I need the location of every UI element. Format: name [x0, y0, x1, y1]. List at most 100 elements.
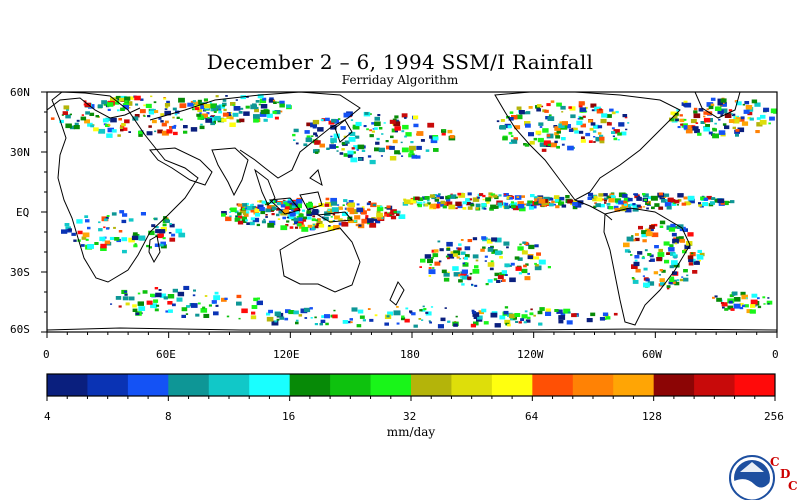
rainfall-cell [276, 213, 280, 217]
rainfall-cell [263, 109, 270, 115]
rainfall-cell [241, 216, 247, 220]
rainfall-cell [279, 110, 283, 113]
rainfall-cell [501, 270, 507, 274]
rainfall-cell [398, 214, 406, 219]
rainfall-cell [386, 145, 392, 150]
rainfall-cell [471, 311, 477, 314]
rainfall-cell [210, 109, 213, 111]
rainfall-cell [503, 241, 510, 246]
rainfall-cell [217, 117, 225, 123]
rainfall-cell [638, 225, 643, 230]
rainfall-cell [700, 121, 705, 124]
rainfall-cell [401, 113, 408, 118]
rainfall-cell [258, 103, 261, 106]
rainfall-cell [730, 308, 735, 311]
rainfall-cell [519, 206, 526, 212]
rainfall-cell [330, 135, 333, 138]
rainfall-cell [524, 143, 530, 147]
rainfall-cell [106, 215, 110, 217]
rainfall-cell [732, 291, 738, 296]
rainfall-cell [634, 233, 639, 236]
rainfall-cell [128, 237, 135, 243]
colorbar-label-16: 16 [282, 410, 296, 423]
rainfall-cell [440, 200, 446, 205]
lon-label-180: 180 [400, 348, 420, 361]
lat-label-60s: 60S [10, 323, 30, 336]
rainfall-cell [389, 145, 395, 150]
rainfall-cell [430, 138, 438, 144]
rainfall-cell [720, 201, 725, 205]
rainfall-cell [603, 193, 608, 197]
rainfall-cell [636, 196, 642, 201]
rainfall-cell [385, 140, 389, 143]
rainfall-cell [274, 320, 278, 323]
rainfall-cell [622, 193, 628, 198]
rainfall-cell [230, 102, 236, 106]
rainfall-cell [529, 140, 535, 145]
rainfall-cell [405, 307, 409, 310]
rainfall-cell [287, 214, 295, 220]
cdc-letter-c1: C [770, 455, 780, 469]
map-subtitle: Ferriday Algorithm [341, 73, 459, 87]
rainfall-cell [327, 209, 331, 211]
rainfall-cell [534, 244, 539, 248]
rainfall-cell [383, 122, 386, 124]
colorbar-swatch [208, 374, 250, 396]
rainfall-cell [266, 316, 274, 322]
rainfall-cell [494, 272, 500, 277]
rainfall-cell [119, 97, 125, 102]
rainfall-cell [738, 117, 745, 122]
rainfall-cell [524, 276, 531, 281]
rainfall-cell [443, 272, 450, 277]
rainfall-cell [711, 197, 716, 200]
rainfall-cell [313, 132, 318, 136]
rainfall-cell [224, 297, 228, 300]
rainfall-cell [110, 117, 117, 123]
rainfall-cell [90, 124, 95, 128]
rainfall-cell [431, 249, 436, 253]
rainfall-cell [509, 197, 513, 200]
rainfall-cell [376, 210, 381, 214]
rainfall-cell [437, 324, 444, 329]
rainfall-cell [599, 139, 605, 144]
rainfall-cell [604, 202, 607, 204]
rainfall-cell [369, 159, 376, 165]
rainfall-cell [598, 193, 604, 197]
rainfall-cell [165, 219, 170, 223]
rainfall-cell [330, 125, 337, 130]
rainfall-cell [489, 267, 494, 271]
rainfall-cell [348, 200, 354, 204]
rainfall-cell [530, 308, 533, 311]
rainfall-cell [693, 110, 698, 114]
rainfall-cell [676, 236, 683, 242]
rainfall-cell [502, 136, 508, 141]
rainfall-cell [361, 206, 365, 209]
rainfall-cell [641, 230, 647, 235]
rainfall-cell [375, 219, 381, 224]
rainfall-cell [453, 250, 461, 256]
rainfall-cell [390, 135, 394, 139]
rainfall-cell [343, 135, 347, 138]
rainfall-cell [323, 216, 329, 221]
rainfall-cell [427, 202, 431, 205]
rainfall-cell [350, 321, 353, 324]
rainfall-cell [642, 255, 645, 258]
cdc-letter-c2: C [788, 479, 798, 493]
rainfall-cell [445, 255, 449, 258]
rainfall-cell [242, 212, 247, 216]
rainfall-cell [692, 270, 698, 274]
rainfall-cell [433, 148, 439, 152]
rainfall-cell [672, 271, 678, 275]
rainfall-cell [409, 150, 414, 154]
rainfall-cell [555, 135, 561, 139]
rainfall-cell [319, 143, 325, 148]
rainfall-cell [646, 201, 650, 204]
colorbar-swatch [572, 374, 614, 396]
rainfall-cell [186, 305, 190, 308]
rainfall-cell [401, 317, 406, 321]
rainfall-cell [339, 152, 344, 155]
rainfall-cell [312, 223, 318, 228]
rainfall-cell [453, 272, 460, 277]
rainfall-cell [449, 135, 455, 139]
rainfall-cell [172, 303, 176, 307]
